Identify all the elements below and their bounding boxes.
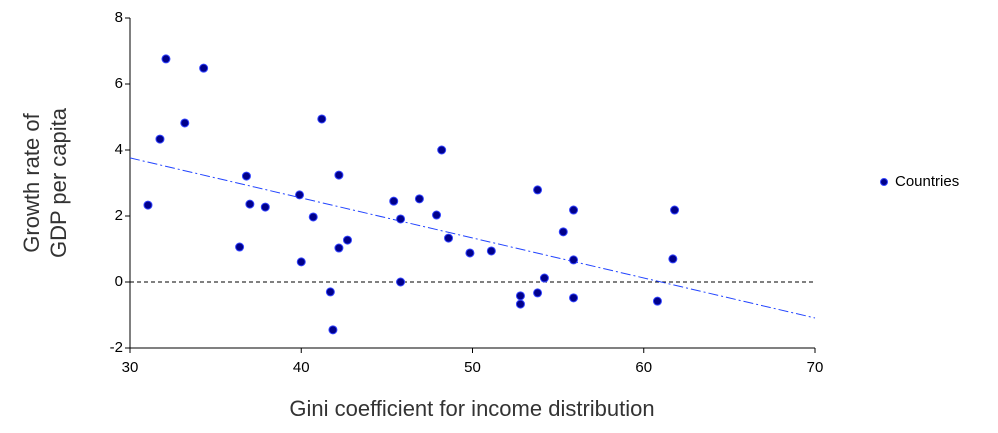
x-tick-label: 40	[293, 359, 310, 376]
point	[199, 63, 209, 73]
point	[328, 325, 338, 335]
y-tick-label: 8	[115, 9, 123, 26]
x-tick-label: 70	[807, 359, 824, 376]
y-tick-label: -2	[110, 339, 123, 356]
point	[389, 196, 399, 206]
y-axis-label: GDP per capita	[46, 107, 71, 258]
x-tick-label: 60	[635, 359, 652, 376]
x-axis-label: Gini coefficient for income distribution	[289, 396, 654, 421]
point	[668, 254, 678, 264]
y-tick-label: 0	[115, 273, 123, 290]
point	[295, 190, 305, 200]
point	[437, 145, 447, 155]
legend-label: Countries	[895, 173, 959, 190]
point	[155, 134, 165, 144]
point	[444, 233, 454, 243]
point	[569, 255, 579, 265]
point	[245, 199, 255, 209]
point	[533, 185, 543, 195]
point	[539, 273, 549, 283]
point	[317, 114, 327, 124]
point	[652, 296, 662, 306]
point	[569, 205, 579, 215]
point	[260, 202, 270, 212]
point	[241, 171, 251, 181]
point	[334, 170, 344, 180]
y-axis-label: Growth rate of	[19, 112, 44, 252]
point	[486, 246, 496, 256]
point	[235, 242, 245, 252]
point	[334, 243, 344, 253]
point	[296, 257, 306, 267]
point	[569, 293, 579, 303]
point	[396, 214, 406, 224]
point	[465, 248, 475, 258]
point	[533, 288, 543, 298]
x-tick-label: 50	[464, 359, 481, 376]
point	[670, 205, 680, 215]
trend-line	[129, 157, 816, 319]
point	[432, 210, 442, 220]
y-tick-label: 6	[115, 75, 123, 92]
point	[515, 299, 525, 309]
legend-marker	[880, 178, 888, 186]
point	[308, 212, 318, 222]
point	[325, 287, 335, 297]
point	[396, 277, 406, 287]
y-tick-label: 4	[115, 141, 123, 158]
point	[558, 227, 568, 237]
point	[180, 118, 190, 128]
point	[143, 200, 153, 210]
point	[342, 235, 352, 245]
point	[515, 291, 525, 301]
point	[161, 54, 171, 64]
x-tick-label: 30	[122, 359, 139, 376]
y-tick-label: 2	[115, 207, 123, 224]
point	[414, 194, 424, 204]
